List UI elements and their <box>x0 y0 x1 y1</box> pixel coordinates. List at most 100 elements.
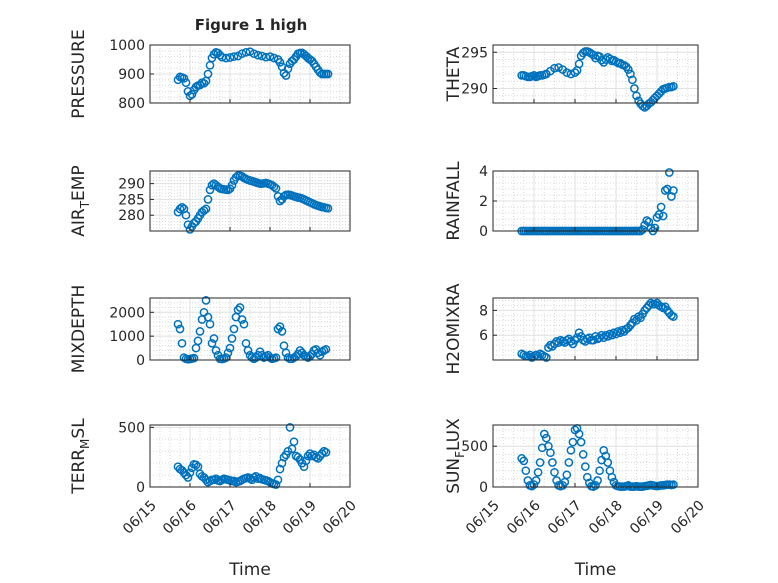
mixdepth-point <box>275 322 285 331</box>
rainfall-point <box>669 186 678 195</box>
pressure-point <box>209 49 219 59</box>
rainfall-ytick-label: 2 <box>479 194 488 210</box>
h2omixra-point <box>615 328 625 338</box>
pressure-point <box>195 80 205 90</box>
air_temp-point <box>175 204 185 214</box>
pressure-ytick-label: 900 <box>118 67 145 83</box>
rainfall-point <box>664 168 674 177</box>
sun_flux-point <box>529 480 539 489</box>
sun_flux-point <box>591 481 600 490</box>
h2omixra-point <box>566 337 576 346</box>
air_temp-point <box>205 185 215 195</box>
pressure-point <box>253 50 263 60</box>
mixdepth-point <box>227 334 237 343</box>
air_temp-ytick-label: 280 <box>118 208 145 224</box>
air_temp-point <box>227 180 237 190</box>
sun_flux-point <box>568 437 578 447</box>
sun_flux-point <box>607 472 617 482</box>
pressure-point <box>283 64 293 74</box>
sun_flux-ytick-label: 500 <box>461 439 488 455</box>
pressure-point <box>181 78 191 88</box>
sun_flux-point <box>578 450 588 459</box>
mixdepth-point <box>271 353 281 362</box>
sun_flux-point <box>562 470 572 480</box>
sun_flux-xlabel: Time <box>574 560 617 580</box>
mixdepth-point <box>229 324 239 334</box>
h2omixra-point <box>603 332 613 341</box>
sun_flux-point <box>580 462 590 471</box>
theta-point <box>601 55 611 64</box>
terr_msl-point <box>285 423 295 432</box>
air_temp-point <box>181 210 191 220</box>
h2omixra-point <box>607 330 617 340</box>
pressure-point <box>249 49 259 59</box>
air_temp-ytick-label: 285 <box>118 192 145 208</box>
pressure-ylabel: PRESSURE <box>69 29 89 118</box>
terr_msl-point <box>185 468 195 478</box>
pressure-point <box>179 73 189 83</box>
terr_msl-point <box>201 475 211 485</box>
rainfall-point <box>654 210 664 219</box>
sun_flux-point <box>533 467 543 477</box>
terr_msl-ylabel: TERRMSL <box>69 418 92 495</box>
mixdepth-point <box>211 346 221 355</box>
air_temp-point <box>183 220 193 230</box>
h2omixra-ylabel: H2OMIXRA <box>444 283 464 374</box>
mixdepth-panel: 0 1000 2000 MIXDEPTH <box>69 285 351 373</box>
mixdepth-point <box>201 296 211 305</box>
pressure-point <box>217 52 227 62</box>
pressure-point <box>229 52 239 61</box>
sun_flux-axes-box <box>492 424 699 488</box>
pressure-ytick-label: 1000 <box>109 38 145 54</box>
pressure-point <box>199 78 209 88</box>
mixdepth-point <box>237 315 247 324</box>
mixdepth-point <box>175 324 185 334</box>
rainfall-ytick-label: 0 <box>479 224 488 240</box>
sun_flux-ytick-label: 0 <box>479 480 488 496</box>
h2omixra-point <box>644 301 654 310</box>
sun_flux-point <box>669 480 678 489</box>
h2omixra-point <box>591 332 600 341</box>
pressure-point <box>221 53 231 63</box>
air_temp-axes-box <box>149 170 351 232</box>
sun_flux-point <box>548 458 557 467</box>
theta-point <box>623 65 633 74</box>
terr_msl-point <box>317 449 327 458</box>
theta-point <box>529 71 539 80</box>
sun_flux-point <box>521 466 531 476</box>
rainfall-point <box>638 225 647 234</box>
h2omixra-panel: 6 8 H2OMIXRA <box>444 283 699 375</box>
rainfall-point <box>662 184 672 194</box>
mixdepth-point <box>239 319 249 329</box>
terr_msl-point <box>301 456 311 466</box>
sun_flux-point <box>517 454 527 463</box>
sun_flux-point <box>519 456 529 466</box>
mixdepth-point <box>177 338 187 348</box>
theta-ylabel: THETA <box>444 46 464 102</box>
mixdepth-point <box>243 346 253 355</box>
h2omixra-point <box>611 329 621 339</box>
pressure-point <box>275 58 285 67</box>
pressure-point <box>203 69 213 79</box>
rainfall-ylabel: RAINFALL <box>444 161 464 241</box>
pressure-point <box>261 52 271 62</box>
mixdepth-point <box>233 305 243 315</box>
sun_flux-point <box>539 429 549 439</box>
air_temp-point <box>271 184 281 193</box>
h2omixra-point <box>669 312 678 321</box>
theta-point <box>550 63 559 73</box>
rainfall-ytick-label: 4 <box>479 164 488 180</box>
terr_msl-point <box>293 452 303 462</box>
theta-point <box>628 75 637 85</box>
pressure-point <box>241 47 251 57</box>
sun_flux-point <box>531 476 541 485</box>
theta-point <box>626 69 635 79</box>
theta-ytick-label: 290 <box>461 82 488 98</box>
terr_msl-point <box>183 473 193 482</box>
air_temp-point <box>201 204 211 214</box>
air_temp-point <box>269 182 279 192</box>
sun_flux-point <box>535 458 545 467</box>
terr_msl-point <box>321 448 331 457</box>
